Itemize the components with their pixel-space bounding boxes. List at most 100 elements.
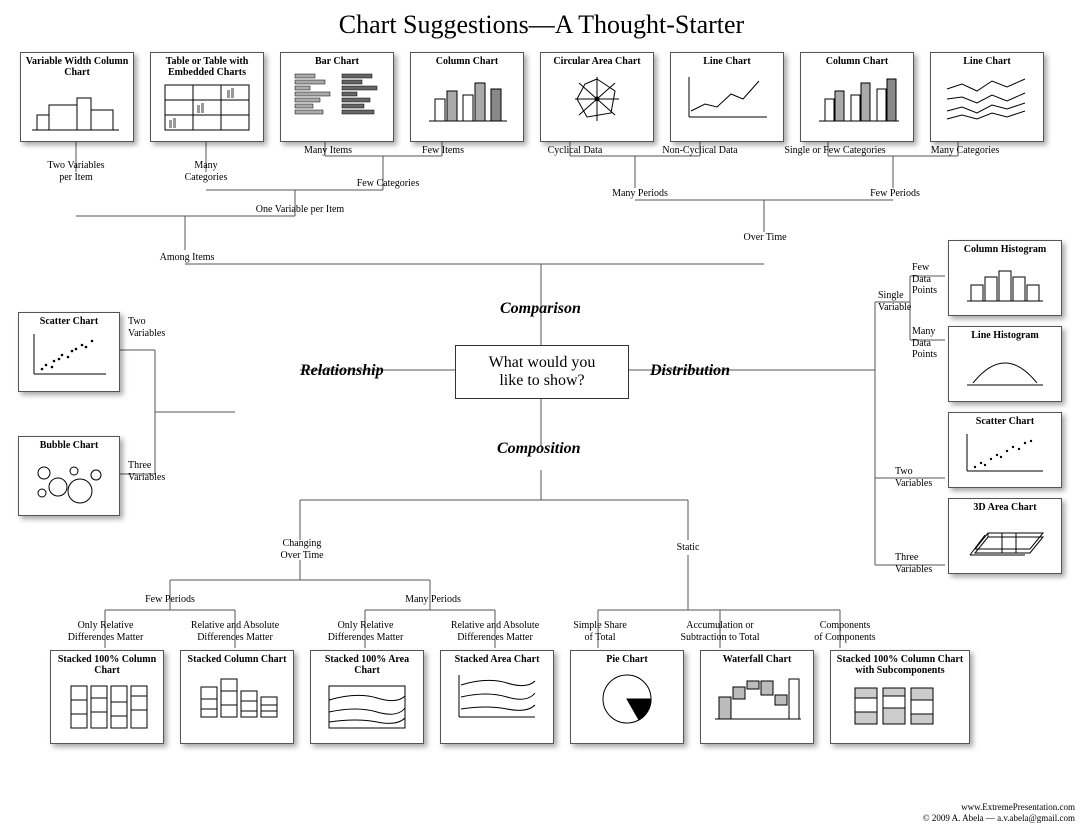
center-question: What would you like to show? (455, 345, 629, 399)
card-stacked-col: Stacked Column Chart (180, 650, 294, 744)
thumb-sarea (447, 667, 547, 725)
label: Components of Components (800, 620, 890, 643)
card-title: Variable Width Column Chart (21, 53, 133, 80)
card-column-1: Column Chart (410, 52, 524, 142)
label: Few Categories (348, 178, 428, 190)
thumb-column2 (807, 69, 907, 129)
thumb-s100col (57, 678, 157, 734)
thumb-waterfall (707, 667, 807, 729)
thumb-scatter2 (955, 429, 1055, 477)
thumb-column (417, 69, 517, 129)
label: Three Variables (895, 552, 945, 575)
label: Only Relative Differences Matter (58, 620, 153, 643)
card-col-histogram: Column Histogram (948, 240, 1062, 316)
card-stacked-area: Stacked Area Chart (440, 650, 554, 744)
card-stacked100-col: Stacked 100% Column Chart (50, 650, 164, 744)
card-title: Bubble Chart (19, 437, 119, 453)
card-title: Scatter Chart (949, 413, 1061, 429)
card-title: 3D Area Chart (949, 499, 1061, 515)
label: Simple Share of Total (560, 620, 640, 643)
card-title: Table or Table with Embedded Charts (151, 53, 263, 80)
label: Two Variables (128, 316, 178, 339)
label: Changing Over Time (272, 538, 332, 561)
label: Non-Cyclical Data (655, 145, 745, 157)
card-column-2: Column Chart (800, 52, 914, 142)
thumb-radar (547, 69, 647, 129)
card-title: Column Histogram (949, 241, 1061, 257)
card-title: Column Chart (411, 53, 523, 69)
label: Cyclical Data (540, 145, 610, 157)
label: One Variable per Item (240, 204, 360, 216)
label: Single or Few Categories (775, 145, 895, 157)
thumb-pie (577, 667, 677, 729)
label: Accumulation or Subtraction to Total (670, 620, 770, 643)
card-title: Stacked 100% Column Chart with Subcompon… (831, 651, 969, 678)
thumb-linehist (955, 343, 1055, 391)
label: Many Data Points (912, 326, 946, 361)
card-title: Line Histogram (949, 327, 1061, 343)
thumb-multiline (937, 69, 1037, 129)
label: Few Periods (860, 188, 930, 200)
diagram-page: Chart Suggestions—A Thought-Starter (0, 0, 1083, 829)
label: Among Items (152, 252, 222, 264)
card-title: Stacked 100% Area Chart (311, 651, 423, 678)
card-pie: Pie Chart (570, 650, 684, 744)
card-scatter-2: Scatter Chart (948, 412, 1062, 488)
footer-credit: © 2009 A. Abela — a.v.abela@gmail.com (923, 813, 1075, 825)
card-title: Line Chart (671, 53, 783, 69)
label: Relative and Absolute Differences Matter (180, 620, 290, 643)
card-title: Stacked Column Chart (181, 651, 293, 667)
label: Static (668, 542, 708, 554)
footer: www.ExtremePresentation.com © 2009 A. Ab… (923, 802, 1075, 825)
branch-relationship: Relationship (300, 362, 384, 380)
label: Many Categories (175, 160, 237, 183)
card-title: Pie Chart (571, 651, 683, 667)
label: Many Items (298, 145, 358, 157)
card-3d-area: 3D Area Chart (948, 498, 1062, 574)
thumb-s100sub (837, 678, 963, 732)
card-bubble: Bubble Chart (18, 436, 120, 516)
label: Over Time (735, 232, 795, 244)
card-title: Bar Chart (281, 53, 393, 69)
label: Many Periods (398, 594, 468, 606)
card-line-1: Line Chart (670, 52, 784, 142)
thumb-scol (187, 667, 287, 723)
branch-composition: Composition (497, 440, 581, 458)
card-title: Scatter Chart (19, 313, 119, 329)
label: Two Variables (895, 466, 945, 489)
card-stacked100-area: Stacked 100% Area Chart (310, 650, 424, 744)
card-title: Stacked 100% Column Chart (51, 651, 163, 678)
card-bar: Bar Chart (280, 52, 394, 142)
thumb-3darea (955, 515, 1055, 565)
label: Two Variables per Item (40, 160, 112, 183)
card-title: Circular Area Chart (541, 53, 653, 69)
card-circular-area: Circular Area Chart (540, 52, 654, 142)
thumb-varwidth (27, 80, 127, 135)
label: Many Periods (600, 188, 680, 200)
label: Few Items (418, 145, 468, 157)
thumb-bar (287, 69, 387, 129)
card-line-2: Line Chart (930, 52, 1044, 142)
thumb-colhist (955, 257, 1055, 305)
label: Few Periods (140, 594, 200, 606)
label: Few Data Points (912, 262, 946, 297)
label: Many Categories (920, 145, 1010, 157)
card-scatter: Scatter Chart (18, 312, 120, 392)
card-title: Column Chart (801, 53, 913, 69)
thumb-s100area (317, 678, 417, 736)
thumb-table (157, 80, 257, 135)
card-waterfall: Waterfall Chart (700, 650, 814, 744)
card-title: Line Chart (931, 53, 1043, 69)
thumb-line (677, 69, 777, 129)
card-table-embedded: Table or Table with Embedded Charts (150, 52, 264, 142)
card-variable-width-column: Variable Width Column Chart (20, 52, 134, 142)
card-title: Stacked Area Chart (441, 651, 553, 667)
card-stacked100-sub: Stacked 100% Column Chart with Subcompon… (830, 650, 970, 744)
footer-url: www.ExtremePresentation.com (923, 802, 1075, 814)
branch-distribution: Distribution (650, 362, 730, 380)
card-title: Waterfall Chart (701, 651, 813, 667)
thumb-scatter (24, 329, 114, 381)
label: Only Relative Differences Matter (318, 620, 413, 643)
thumb-bubble (24, 453, 114, 507)
card-line-histogram: Line Histogram (948, 326, 1062, 402)
